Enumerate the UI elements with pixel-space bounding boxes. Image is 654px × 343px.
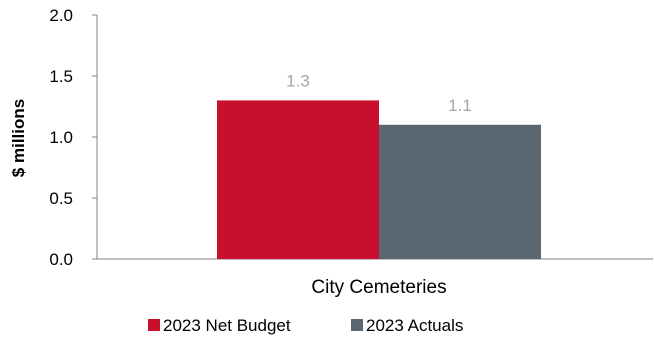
legend-swatch-net-budget [148, 319, 160, 331]
bar-net-budget [217, 100, 379, 260]
data-label-actuals: 1.1 [448, 96, 472, 115]
legend-label-net-budget: 2023 Net Budget [163, 316, 291, 335]
y-axis: 0.0 0.5 1.0 1.5 2.0 [49, 6, 97, 269]
data-labels: 1.3 1.1 [286, 71, 472, 114]
bar-group [217, 100, 541, 260]
y-tick-label: 0.0 [49, 250, 73, 269]
legend-label-actuals: 2023 Actuals [366, 316, 463, 335]
legend-swatch-actuals [351, 319, 363, 331]
y-tick-label: 0.5 [49, 189, 73, 208]
y-axis-label: $ millions [9, 99, 28, 177]
data-label-net-budget: 1.3 [286, 71, 310, 90]
y-tick-label: 1.0 [49, 128, 73, 147]
y-tick-label: 1.5 [49, 67, 73, 86]
bar-actuals [379, 124, 541, 259]
y-tick-label: 2.0 [49, 6, 73, 25]
legend: 2023 Net Budget 2023 Actuals [148, 316, 463, 335]
category-label: City Cemeteries [311, 277, 446, 298]
